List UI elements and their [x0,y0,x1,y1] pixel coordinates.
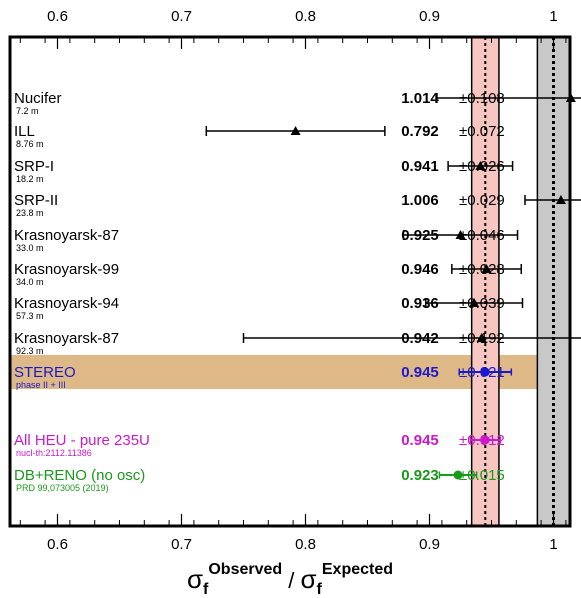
value-label: 0.925 [401,227,439,244]
value-label: 1.014 [401,90,439,107]
top-tick-label: 0.9 [419,8,440,25]
data-point-triangle [476,333,487,342]
error-label: ±0.012 [459,432,505,449]
experiment-subtitle: 18.2 m [16,174,44,184]
data-point-circle [480,435,490,445]
x-title-sigma2: σ [301,564,317,594]
data-point-triangle [290,126,301,135]
experiment-subtitle: 8.76 m [16,139,44,149]
bottom-tick-label: 0.9 [419,536,440,553]
data-point-circle [453,470,463,480]
data-point-circle [480,367,490,377]
experiment-name: Krasnoyarsk-87 [14,227,119,244]
error-label: ±0.192 [459,330,505,347]
top-tick-label: 0.6 [47,8,68,25]
x-title-sup2: Expected [322,561,393,578]
data-point-triangle [565,93,576,102]
error-label: ±0.021 [459,364,505,381]
experiment-subtitle: phase II + III [16,380,66,390]
top-tick-label: 0.7 [171,8,192,25]
points-layer [205,93,581,480]
data-point-triangle [481,264,492,273]
experiment-subtitle: 34.0 m [16,277,44,287]
value-label: 0.945 [401,432,439,449]
experiment-subtitle: PRD 99,073005 (2019) [16,483,109,493]
value-label: 0.941 [401,158,439,175]
experiment-subtitle: 92.3 m [16,346,44,356]
error-label: ±0.039 [459,295,505,312]
x-title-sup1: Observed [208,561,282,578]
data-point-triangle [469,298,480,307]
error-label: ±0.046 [459,227,505,244]
x-title-sub1: f [203,581,209,598]
data-point-triangle [475,161,486,170]
bottom-tick-label: 0.6 [47,536,68,553]
error-label: ±0.108 [459,90,505,107]
bands-layer [10,36,571,527]
experiment-name: All HEU - pure 235U [14,432,150,449]
value-label: 0.942 [401,330,439,347]
experiment-name: Krasnoyarsk-94 [14,295,119,312]
expected-uncertainty-band [536,36,571,527]
experiment-name: STEREO [14,364,76,381]
bottom-tick-label: 1 [549,536,557,553]
x-title-sigma1: σ [187,564,203,594]
error-label: ±0.028 [459,261,505,278]
experiment-name: Krasnoyarsk-87 [14,330,119,347]
error-label: ±0.026 [459,158,505,175]
experiment-name: SRP-I [14,158,54,175]
x-axis-title: σfObserved / σfExpected [187,561,393,598]
experiment-name: Nucifer [14,90,62,107]
error-label: ±0.029 [459,192,505,209]
experiment-name: Krasnoyarsk-99 [14,261,119,278]
top-tick-label: 1 [549,8,557,25]
value-label: 1.006 [401,192,439,209]
x-title-sub2: f [317,581,323,598]
error-label: ±0.072 [459,123,505,140]
bottom-tick-label: 0.8 [295,536,316,553]
value-label: 0.923 [401,467,439,484]
value-label: 0.946 [401,261,439,278]
experiment-subtitle: 7.2 m [16,106,39,116]
experiment-subtitle: 57.3 m [16,311,44,321]
value-label: 0.792 [401,123,439,140]
value-label: 0.945 [401,364,439,381]
data-point-triangle [555,195,566,204]
experiment-name: ILL [14,123,35,140]
experiment-name: DB+RENO (no osc) [14,467,145,484]
top-tick-label: 0.8 [295,8,316,25]
experiment-name: SRP-II [14,192,58,209]
error-label: ±0.015 [459,467,505,484]
data-point-triangle [455,230,466,239]
frame-layer: 0.60.60.70.70.80.80.90.9111.11.11.21.21.… [8,8,572,553]
experiment-subtitle: 23.8 m [16,208,44,218]
plot-frame [8,35,572,528]
experiment-subtitle: nucl-th:2112.11386 [16,448,92,458]
value-label: 0.936 [401,295,439,312]
bottom-tick-label: 0.7 [171,536,192,553]
experiment-subtitle: 33.0 m [16,243,44,253]
x-title-slash: / [282,568,300,593]
